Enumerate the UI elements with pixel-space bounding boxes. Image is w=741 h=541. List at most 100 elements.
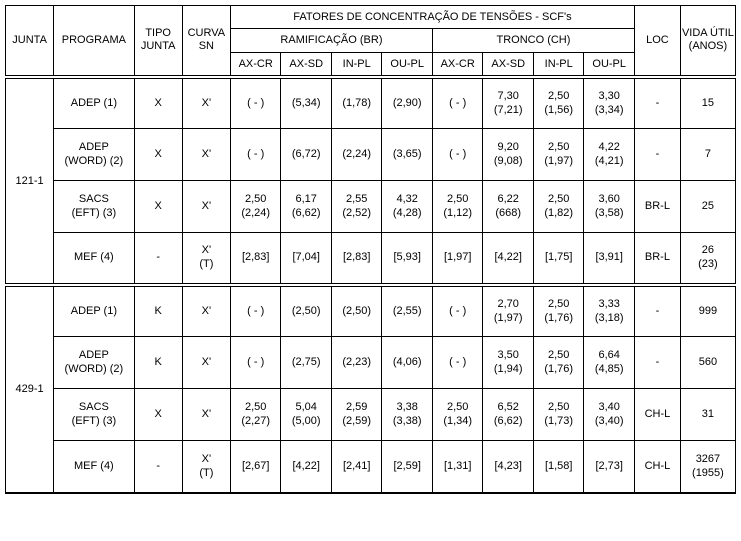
- table-cell: X': [182, 181, 230, 233]
- table-header: JUNTA PROGRAMA TIPO JUNTA CURVA SN FATOR…: [6, 6, 736, 77]
- table-cell: 7: [680, 129, 735, 181]
- header-vida: VIDA ÚTIL (ANOS): [680, 6, 735, 77]
- table-cell: 3,30(3,34): [584, 77, 635, 129]
- table-cell: X': [182, 77, 230, 129]
- junta-cell: 429-1: [6, 285, 54, 493]
- table-body: 121-1ADEP (1)XX'( - )(5,34)(1,78)(2,90)(…: [6, 77, 736, 493]
- table-cell: 3,60(3,58): [584, 181, 635, 233]
- table-cell: (2,50): [331, 285, 382, 337]
- table-cell: K: [134, 337, 182, 389]
- table-row: MEF (4)-X'(T)[2,83][7,04][2,83][5,93][1,…: [6, 233, 736, 285]
- table-cell: 3,50(1,94): [483, 337, 534, 389]
- table-cell: [5,93]: [382, 233, 433, 285]
- programa-cell: ADEP(WORD) (2): [54, 129, 134, 181]
- table-row: SACS(EFT) (3)XX'2,50(2,24)6,17(6,62)2,55…: [6, 181, 736, 233]
- table-cell: 2,50(2,27): [230, 389, 281, 441]
- table-cell: ( - ): [432, 337, 483, 389]
- table-cell: 2,55(2,52): [331, 181, 382, 233]
- header-br-inpl: IN-PL: [331, 52, 382, 77]
- table-cell: (2,24): [331, 129, 382, 181]
- programa-cell: MEF (4): [54, 233, 134, 285]
- table-row: MEF (4)-X'(T)[2,67][4,22][2,41][2,59][1,…: [6, 441, 736, 493]
- table-cell: 2,50(2,24): [230, 181, 281, 233]
- table-cell: CH-L: [634, 441, 680, 493]
- table-cell: [1,58]: [533, 441, 584, 493]
- header-tronco: TRONCO (CH): [432, 29, 634, 52]
- table-cell: 3,40(3,40): [584, 389, 635, 441]
- header-ch-oupl: OU-PL: [584, 52, 635, 77]
- table-cell: 7,30(7,21): [483, 77, 534, 129]
- table-row: ADEP(WORD) (2)XX'( - )(6,72)(2,24)(3,65)…: [6, 129, 736, 181]
- table-cell: 999: [680, 285, 735, 337]
- table-cell: X: [134, 389, 182, 441]
- header-br-axsd: AX-SD: [281, 52, 332, 77]
- table-cell: X': [182, 129, 230, 181]
- header-fatores: FATORES DE CONCENTRAÇÃO DE TENSÕES - SCF…: [230, 6, 634, 29]
- table-cell: (5,34): [281, 77, 332, 129]
- table-cell: 6,17(6,62): [281, 181, 332, 233]
- programa-cell: ADEP (1): [54, 77, 134, 129]
- header-br-axcr: AX-CR: [230, 52, 281, 77]
- header-br-oupl: OU-PL: [382, 52, 433, 77]
- table-cell: X': [182, 337, 230, 389]
- header-programa: PROGRAMA: [54, 6, 134, 77]
- table-cell: [4,23]: [483, 441, 534, 493]
- programa-cell: ADEP (1): [54, 285, 134, 337]
- table-cell: ( - ): [432, 285, 483, 337]
- table-cell: [2,59]: [382, 441, 433, 493]
- table-cell: (4,06): [382, 337, 433, 389]
- table-cell: 6,64(4,85): [584, 337, 635, 389]
- table-cell: [2,67]: [230, 441, 281, 493]
- table-row: ADEP(WORD) (2)KX'( - )(2,75)(2,23)(4,06)…: [6, 337, 736, 389]
- programa-cell: SACS(EFT) (3): [54, 181, 134, 233]
- table-cell: BR-L: [634, 233, 680, 285]
- table-cell: ( - ): [230, 129, 281, 181]
- table-cell: [2,83]: [230, 233, 281, 285]
- table-cell: 9,20(9,08): [483, 129, 534, 181]
- table-cell: [2,41]: [331, 441, 382, 493]
- header-ch-axcr: AX-CR: [432, 52, 483, 77]
- table-cell: 2,50(1,56): [533, 77, 584, 129]
- junta-cell: 121-1: [6, 77, 54, 285]
- table-cell: -: [134, 441, 182, 493]
- table-cell: 2,59(2,59): [331, 389, 382, 441]
- table-row: 121-1ADEP (1)XX'( - )(5,34)(1,78)(2,90)(…: [6, 77, 736, 129]
- table-cell: BR-L: [634, 181, 680, 233]
- header-tipo: TIPO JUNTA: [134, 6, 182, 77]
- table-cell: 560: [680, 337, 735, 389]
- table-cell: 2,50(1,73): [533, 389, 584, 441]
- table-cell: 2,50(1,12): [432, 181, 483, 233]
- table-cell: [1,31]: [432, 441, 483, 493]
- table-cell: (3,65): [382, 129, 433, 181]
- table-cell: (2,75): [281, 337, 332, 389]
- table-cell: [7,04]: [281, 233, 332, 285]
- table-cell: [4,22]: [483, 233, 534, 285]
- table-cell: 6,52(6,62): [483, 389, 534, 441]
- table-cell: [3,91]: [584, 233, 635, 285]
- header-ch-inpl: IN-PL: [533, 52, 584, 77]
- table-cell: 31: [680, 389, 735, 441]
- table-cell: X: [134, 77, 182, 129]
- table-cell: (2,50): [281, 285, 332, 337]
- table-cell: -: [634, 77, 680, 129]
- table-cell: 2,50(1,82): [533, 181, 584, 233]
- table-cell: (1,78): [331, 77, 382, 129]
- scf-table: JUNTA PROGRAMA TIPO JUNTA CURVA SN FATOR…: [5, 5, 736, 494]
- table-cell: X': [182, 285, 230, 337]
- table-cell: [4,22]: [281, 441, 332, 493]
- table-cell: 3267(1955): [680, 441, 735, 493]
- header-ramificacao: RAMIFICAÇÃO (BR): [230, 29, 432, 52]
- table-cell: 2,50(1,76): [533, 337, 584, 389]
- table-cell: (2,90): [382, 77, 433, 129]
- header-ch-axsd: AX-SD: [483, 52, 534, 77]
- table-cell: X: [134, 129, 182, 181]
- table-cell: -: [634, 337, 680, 389]
- table-cell: 6,22(668): [483, 181, 534, 233]
- table-cell: 26(23): [680, 233, 735, 285]
- table-cell: ( - ): [230, 285, 281, 337]
- table-cell: 25: [680, 181, 735, 233]
- table-cell: [2,83]: [331, 233, 382, 285]
- table-cell: (6,72): [281, 129, 332, 181]
- header-loc: LOC: [634, 6, 680, 77]
- table-cell: -: [634, 129, 680, 181]
